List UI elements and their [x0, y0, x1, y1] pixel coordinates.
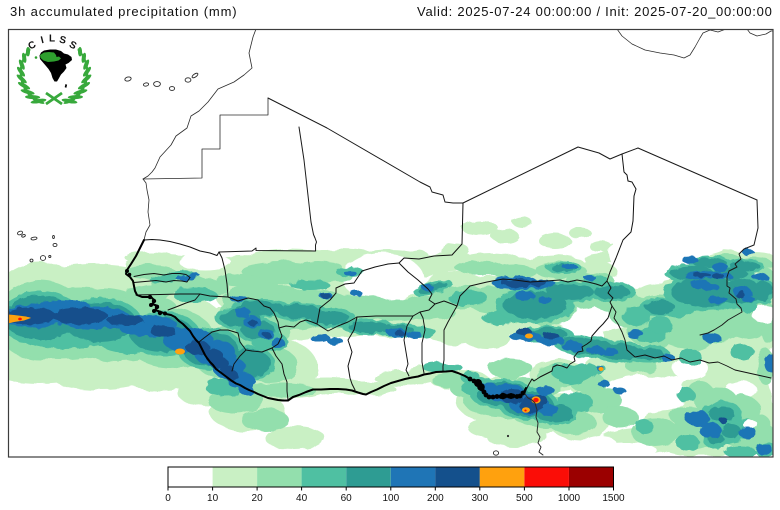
svg-text:C: C [27, 39, 39, 52]
svg-text:S: S [67, 39, 78, 52]
svg-text:20: 20 [252, 493, 264, 504]
svg-text:0: 0 [165, 493, 171, 504]
svg-text:S: S [58, 34, 67, 46]
svg-text:1500: 1500 [602, 493, 625, 504]
svg-text:60: 60 [341, 493, 353, 504]
svg-text:1000: 1000 [558, 493, 581, 504]
svg-text:I: I [40, 35, 46, 46]
svg-text:L: L [49, 33, 55, 44]
svg-text:100: 100 [382, 493, 399, 504]
svg-text:40: 40 [296, 493, 308, 504]
svg-text:300: 300 [471, 493, 488, 504]
svg-text:200: 200 [427, 493, 444, 504]
svg-text:10: 10 [207, 493, 219, 504]
svg-text:500: 500 [516, 493, 533, 504]
